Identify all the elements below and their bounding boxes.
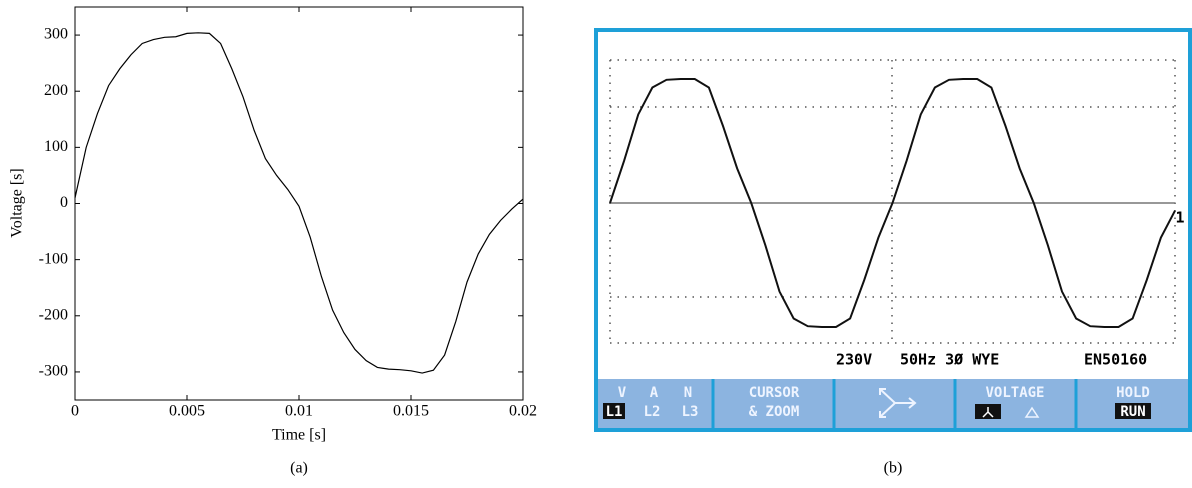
x-tick-label: 0.015 (393, 403, 429, 420)
softkey-label[interactable]: CURSOR (749, 385, 800, 401)
softkey-label[interactable]: & ZOOM (749, 404, 800, 420)
y-tick-label: 100 (44, 138, 68, 155)
data-line (75, 33, 523, 373)
scope-frame (596, 30, 1190, 430)
x-tick-label: 0.01 (285, 403, 313, 420)
plot-frame (75, 7, 523, 400)
x-tick-label: 0 (71, 403, 79, 420)
channel-marker: 1 (1175, 209, 1184, 227)
softkey-label[interactable]: HOLD (1116, 385, 1150, 401)
softkey-label[interactable]: VOLTAGE (985, 385, 1044, 401)
x-axis-label: Time [s] (272, 427, 326, 444)
status-text: EN50160 (1084, 351, 1147, 369)
softkey-label[interactable]: N (684, 385, 692, 401)
y-axis-label: Voltage [s] (9, 168, 26, 237)
y-tick-label: 0 (60, 194, 68, 211)
y-tick-label: -200 (39, 306, 68, 323)
softkey-label[interactable]: L1 (606, 404, 623, 420)
y-tick-label: 300 (44, 26, 68, 43)
softkey-label[interactable]: L3 (682, 404, 699, 420)
y-tick-label: 200 (44, 82, 68, 99)
x-tick-label: 0.02 (509, 403, 537, 420)
softkey-label[interactable]: L2 (644, 404, 661, 420)
y-tick-label: -100 (39, 250, 68, 267)
figure: Voltage [s] Time [s] (a) 1 230V 50Hz 3Ø … (0, 0, 1192, 488)
caption: (b) (884, 460, 903, 477)
caption: (a) (290, 460, 308, 477)
softkey-label[interactable]: RUN (1120, 404, 1145, 420)
status-text: 50Hz 3Ø WYE (900, 351, 999, 369)
x-tick-label: 0.005 (169, 403, 205, 420)
status-text: 230V (836, 351, 872, 369)
softkey-label[interactable]: V (618, 385, 627, 401)
y-tick-label: -300 (39, 363, 68, 380)
softkey-label[interactable]: A (650, 385, 659, 401)
